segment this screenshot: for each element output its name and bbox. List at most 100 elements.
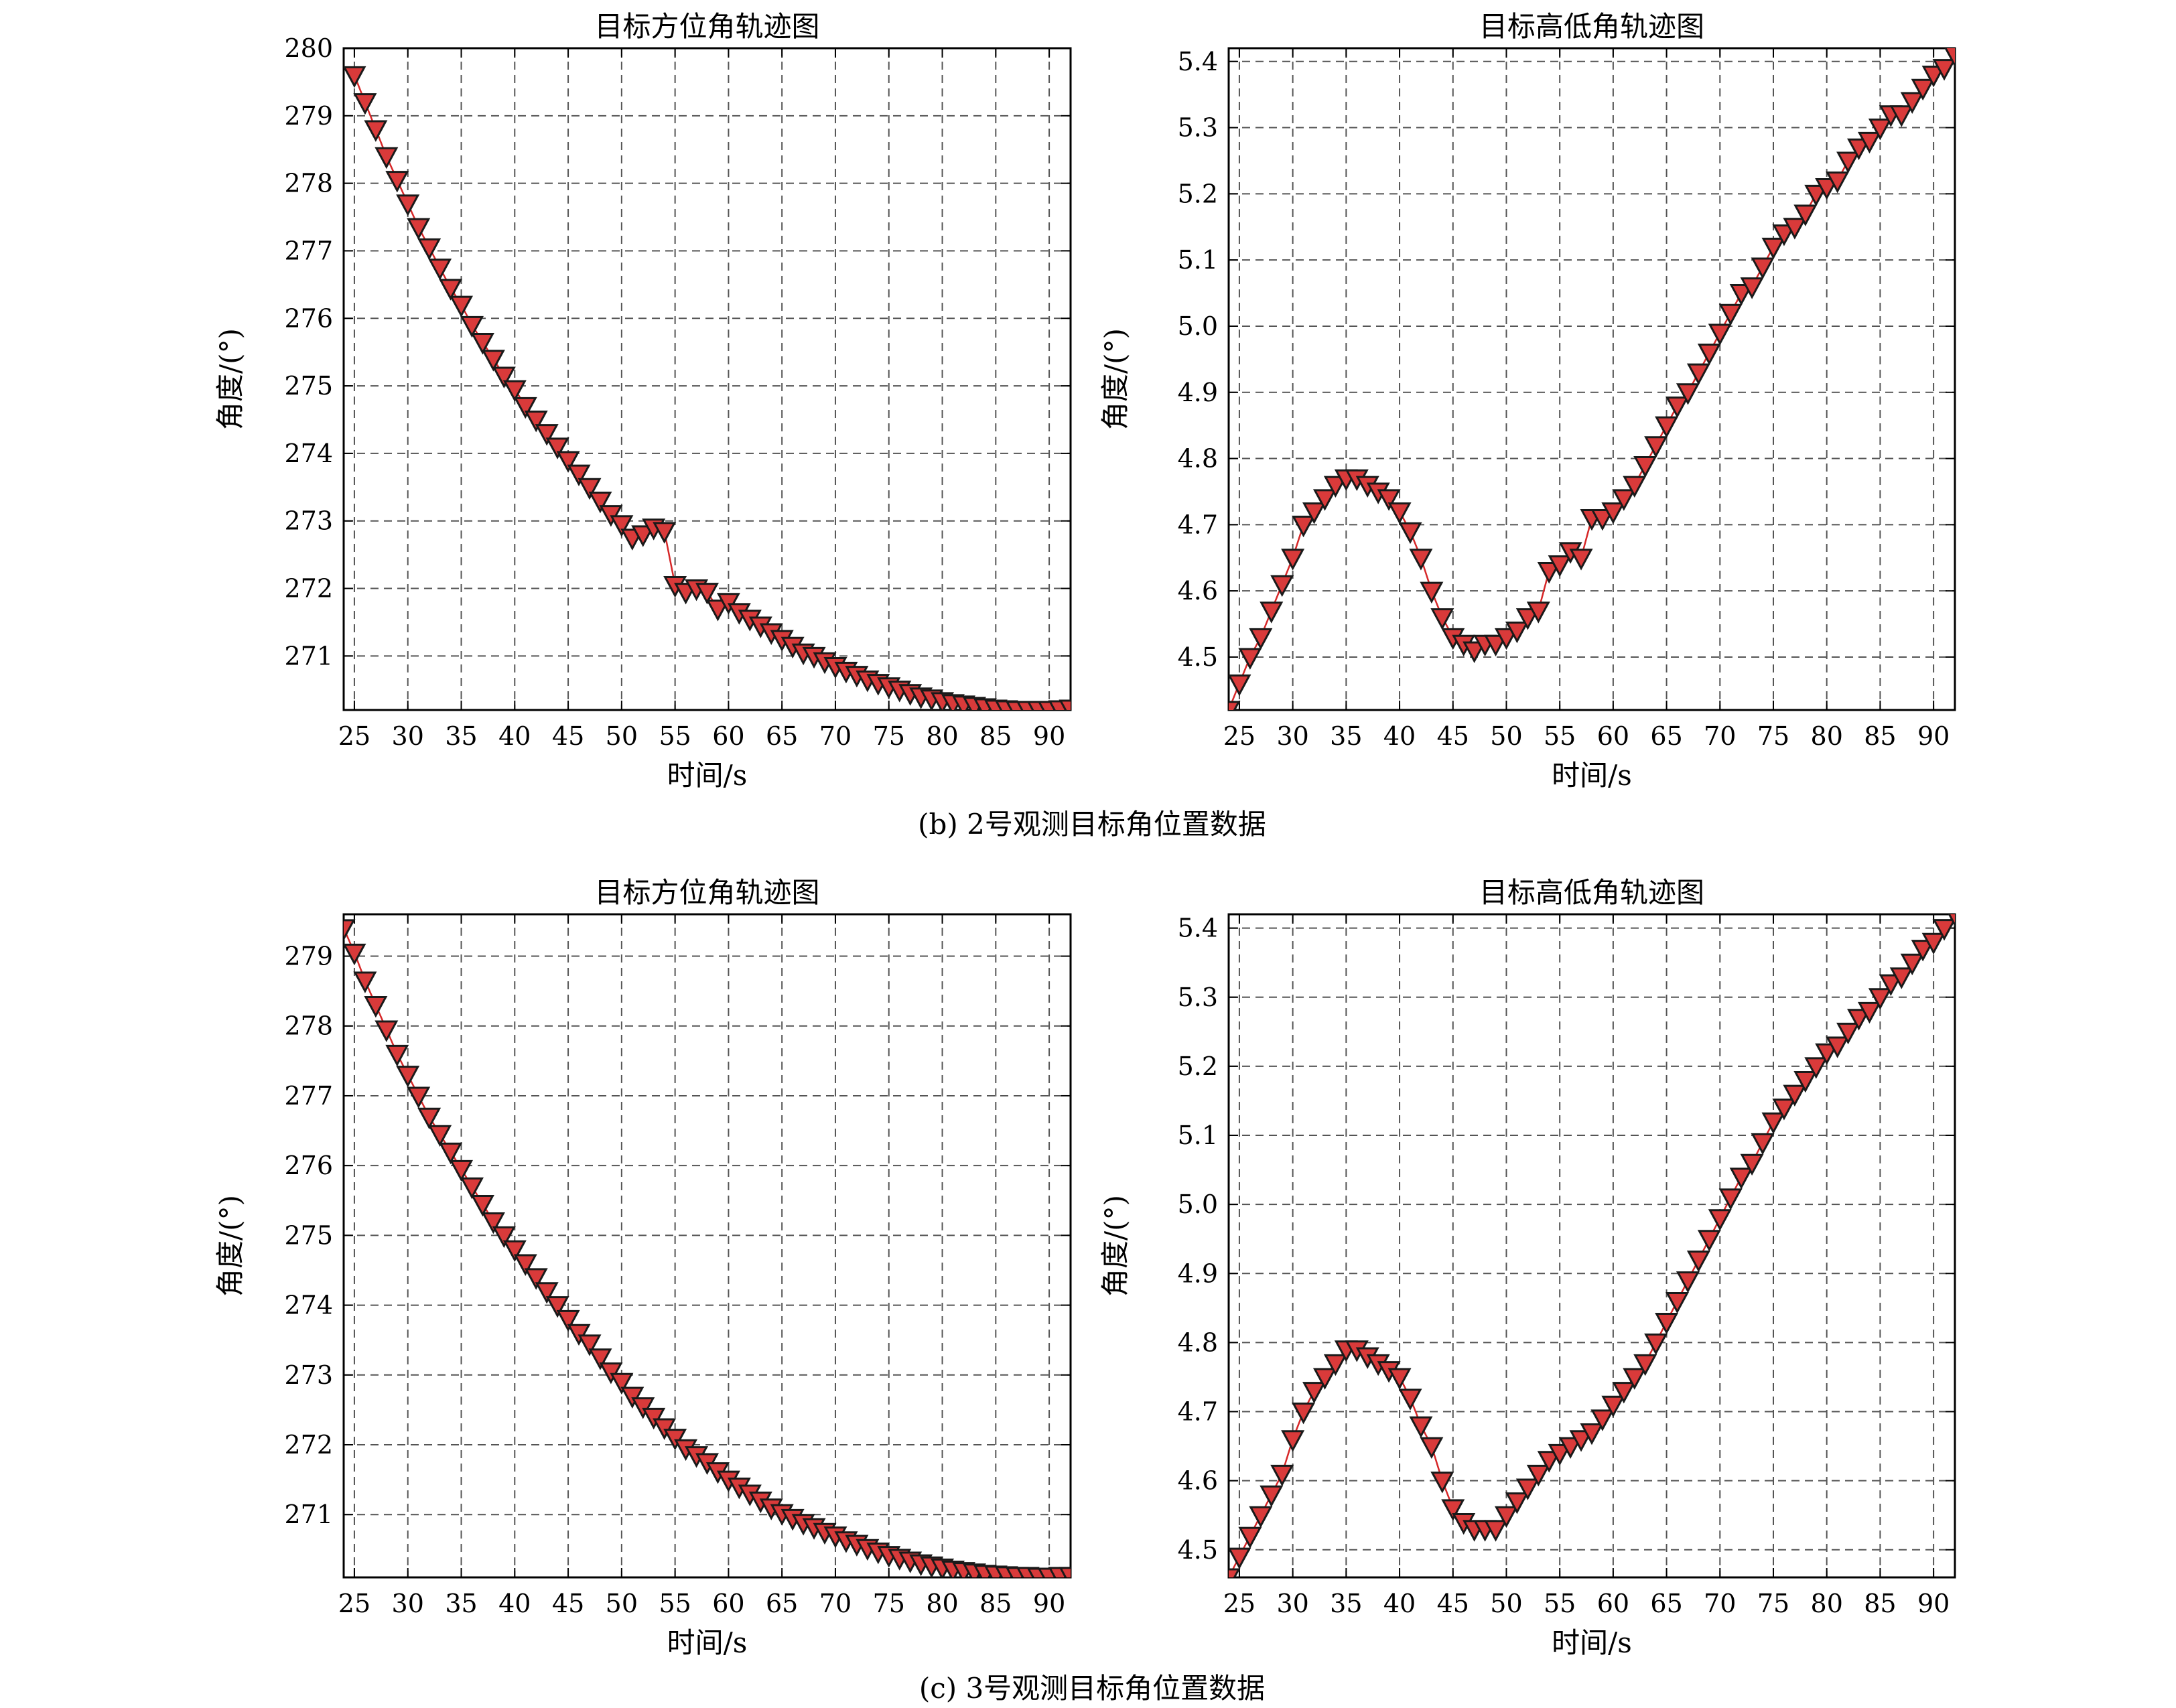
y-axis-label: 角度/(°) <box>1099 1195 1132 1297</box>
y-tick-label: 276 <box>284 1151 333 1180</box>
data-point <box>1312 489 1337 511</box>
y-tick-label: 4.8 <box>1178 444 1218 474</box>
y-tick-label: 280 <box>284 33 333 63</box>
x-tick-label: 90 <box>1917 721 1950 751</box>
data-point <box>1249 1506 1273 1528</box>
data-point <box>1761 237 1785 260</box>
data-point <box>1944 48 1955 68</box>
data-point <box>610 1372 634 1395</box>
data-point <box>556 451 580 473</box>
x-tick-label: 50 <box>1490 721 1522 751</box>
data-point <box>577 478 602 500</box>
y-tick-label: 277 <box>284 1081 333 1111</box>
data-point <box>1430 1472 1454 1494</box>
x-tick-label: 45 <box>552 721 584 751</box>
y-axis-label: 角度/(°) <box>214 328 247 430</box>
y-tick-label: 275 <box>284 371 333 401</box>
y-tick-label: 271 <box>284 641 333 670</box>
data-point <box>353 93 377 115</box>
x-tick-label: 50 <box>606 1589 638 1618</box>
data-point <box>1494 628 1518 650</box>
data-point <box>1059 1567 1071 1577</box>
x-axis-label: 时间/s <box>1552 759 1632 792</box>
data-point <box>481 1212 505 1234</box>
y-tick-label: 277 <box>284 236 333 265</box>
data-point <box>1494 1506 1518 1528</box>
data-point <box>620 1386 644 1409</box>
data-point <box>1484 634 1508 657</box>
x-tick-label: 45 <box>552 1589 584 1618</box>
data-point <box>653 522 677 544</box>
y-tick-label: 4.7 <box>1178 1397 1218 1427</box>
data-point <box>1911 940 1935 962</box>
x-tick-label: 60 <box>712 1589 744 1618</box>
data-point <box>1686 1251 1710 1273</box>
data-point <box>1569 1430 1593 1452</box>
x-tick-label: 70 <box>819 1589 852 1618</box>
caption-b: (b) 2号观测目标角位置数据 <box>918 808 1266 841</box>
data-point <box>1868 119 1892 141</box>
data-point <box>1857 131 1881 154</box>
y-tick-label: 279 <box>284 942 333 971</box>
y-tick-label: 274 <box>284 1291 333 1320</box>
y-tick-label: 4.7 <box>1178 510 1218 539</box>
data-point <box>556 1309 580 1332</box>
data-point <box>545 437 569 459</box>
data-point <box>1889 105 1913 127</box>
data-point <box>1708 1209 1732 1231</box>
chart-title: 目标高低角轨迹图 <box>1479 10 1704 43</box>
y-tick-label: 4.5 <box>1178 642 1218 672</box>
data-point <box>375 1020 399 1042</box>
chart-title: 目标方位角轨迹图 <box>594 10 819 43</box>
x-tick-label: 55 <box>659 721 691 751</box>
y-tick-label: 271 <box>284 1500 333 1529</box>
y-tick-label: 4.6 <box>1178 576 1218 606</box>
data-point <box>1836 1022 1860 1045</box>
y-tick-label: 276 <box>284 303 333 333</box>
x-tick-label: 25 <box>1223 721 1255 751</box>
data-point <box>1783 1084 1807 1107</box>
y-tick-label: 273 <box>284 506 333 536</box>
x-tick-label: 60 <box>712 721 744 751</box>
plot-frame <box>342 47 1072 711</box>
x-tick-label: 90 <box>1033 721 1065 751</box>
data-point <box>1911 78 1935 101</box>
data-point <box>1718 1188 1743 1210</box>
data-point <box>1601 502 1625 524</box>
data-point <box>344 943 366 966</box>
data-point <box>513 1254 537 1276</box>
data-point <box>631 525 655 547</box>
x-tick-label: 70 <box>1704 721 1736 751</box>
y-tick-label: 5.4 <box>1178 914 1218 943</box>
plot-frame <box>1227 913 1956 1579</box>
data-point <box>1665 397 1690 419</box>
data-point <box>705 599 730 622</box>
x-tick-label: 30 <box>1276 1589 1308 1618</box>
x-tick-label: 35 <box>1330 1589 1362 1618</box>
y-axis-label: 角度/(°) <box>214 1195 247 1297</box>
data-point <box>1686 363 1710 386</box>
data-point <box>1387 1368 1412 1390</box>
x-tick-label: 55 <box>1544 1589 1576 1618</box>
data-point <box>1826 171 1850 194</box>
data-point <box>407 1086 431 1109</box>
data-point <box>1815 1043 1839 1066</box>
data-point <box>1281 1430 1305 1452</box>
data-point <box>1921 932 1946 955</box>
data-point <box>502 380 527 403</box>
y-tick-label: 273 <box>284 1360 333 1390</box>
data-point <box>1836 151 1860 173</box>
data-point <box>1772 1098 1796 1121</box>
data-point <box>428 259 452 281</box>
data-point <box>1740 277 1764 299</box>
y-axis-label: 角度/(°) <box>1099 328 1132 430</box>
data-point <box>1697 343 1721 366</box>
data-point <box>695 583 720 605</box>
data-point <box>1420 1437 1444 1459</box>
x-tick-label: 55 <box>1544 721 1576 751</box>
data-point <box>1857 1001 1881 1024</box>
x-tick-label: 90 <box>1917 1589 1950 1618</box>
data-point <box>492 366 516 388</box>
y-tick-label: 4.9 <box>1178 378 1218 407</box>
x-tick-label: 75 <box>873 1589 905 1618</box>
